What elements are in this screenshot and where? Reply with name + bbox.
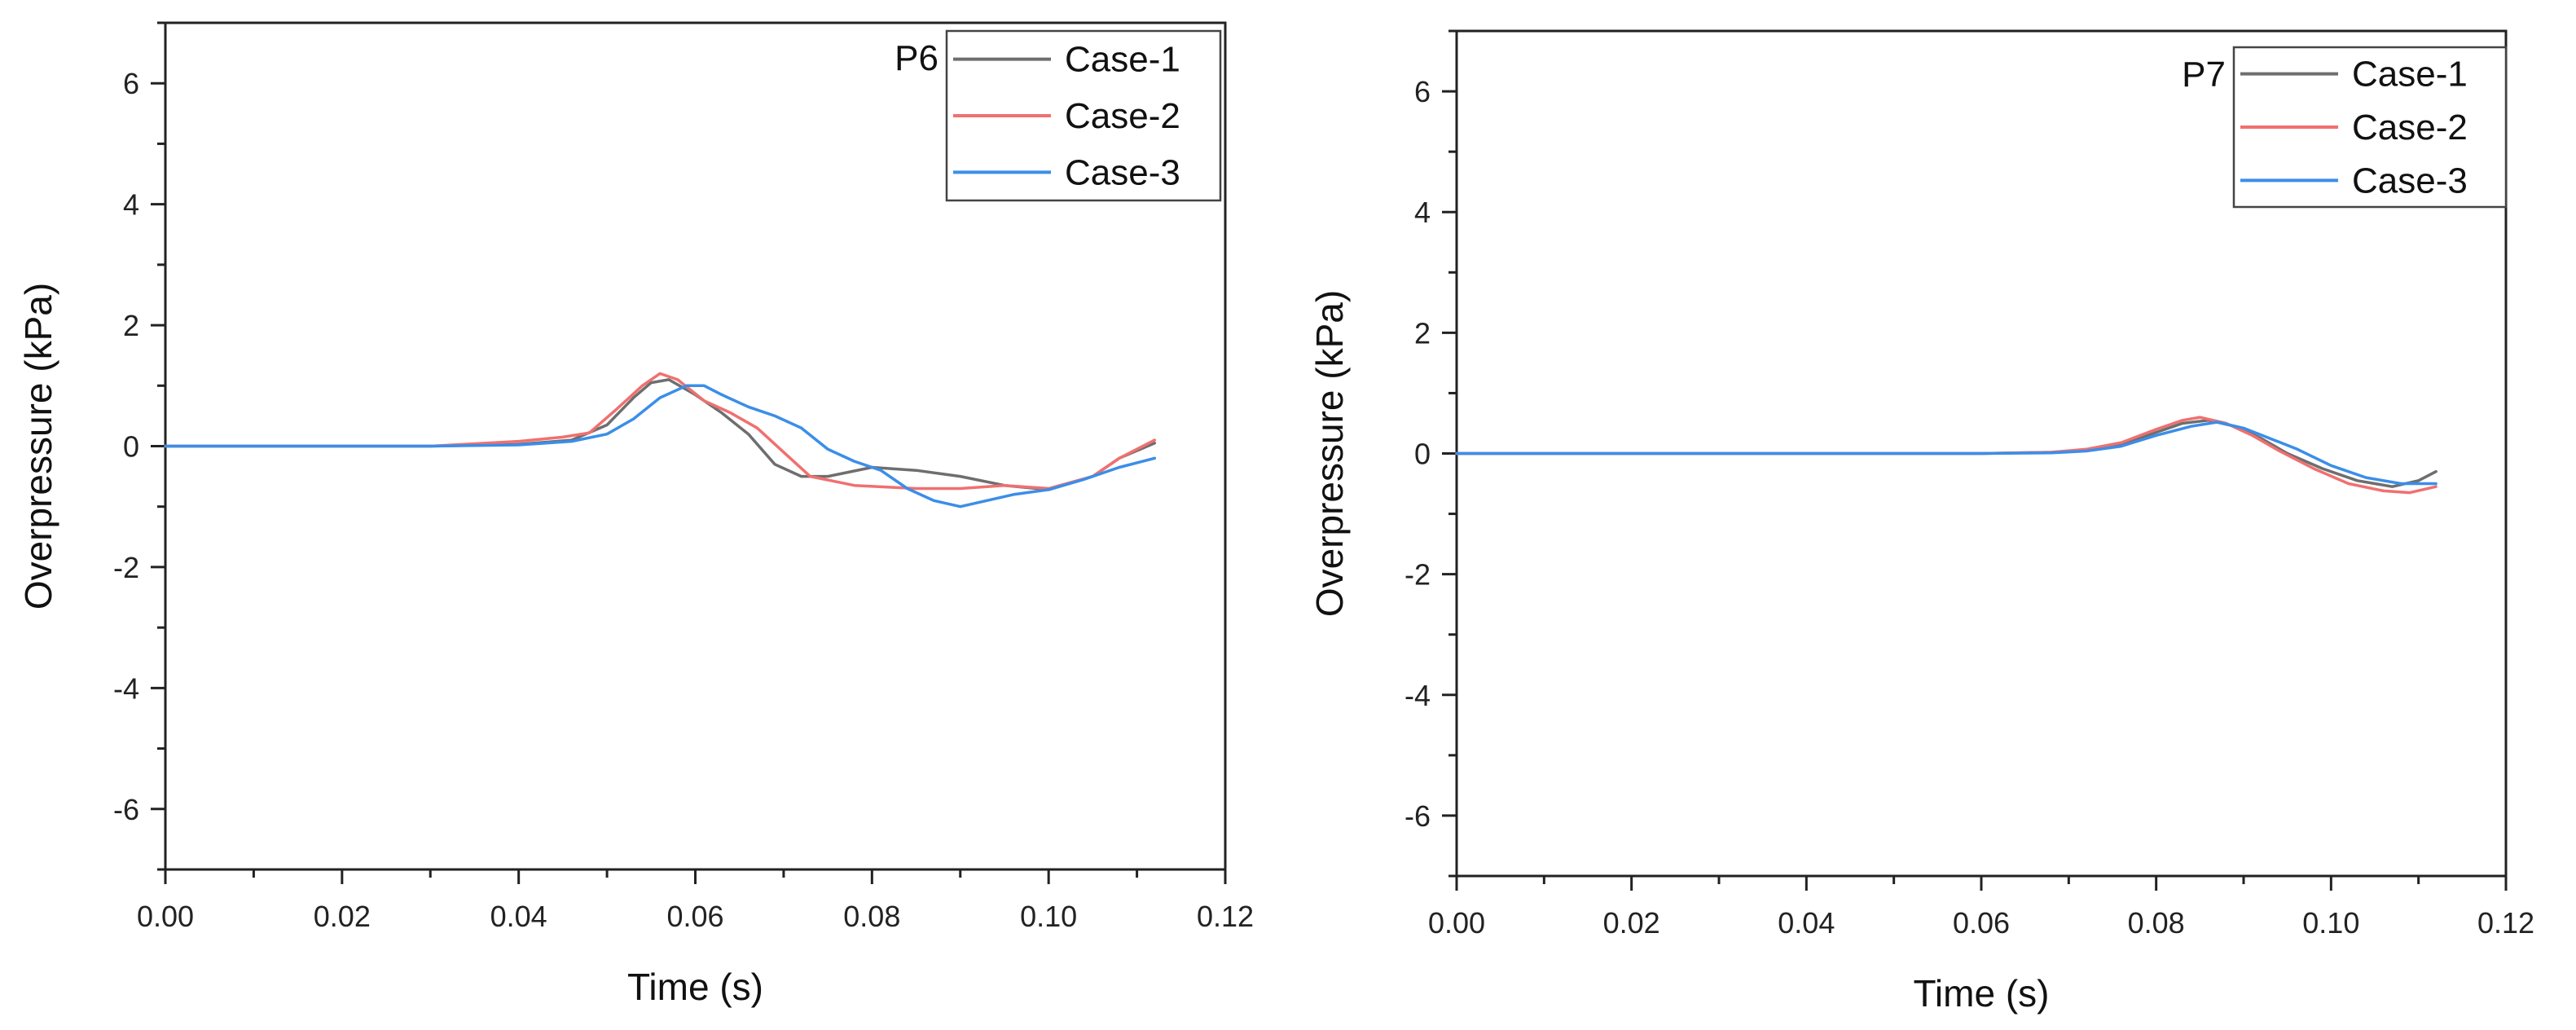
panel-p7-legend-label-case-1: Case-1 <box>2352 55 2468 95</box>
panel-p6-legend-label-case-1: Case-1 <box>1065 40 1180 80</box>
panel-p6-panel-tag: P6 <box>895 38 939 78</box>
chart-panel-p6: 0.00 0.02 0.04 0.06 0.08 0.10 0.12 6 4 2 0 -2 -4 -6 Ti… <box>17 21 1254 1008</box>
panel-p7-y-tick-label: 6 <box>1414 75 1431 108</box>
panel-p6-y-tick-label: 4 <box>123 188 139 222</box>
panel-p7-y-tick-label: 0 <box>1414 438 1431 471</box>
panel-p7-y-tick-label: 4 <box>1414 196 1431 229</box>
panel-p7-y-tick-label: -4 <box>1404 679 1431 712</box>
panel-p6-legend-label-case-2: Case-2 <box>1065 96 1180 136</box>
panel-p6-x-tick-label: 0.10 <box>1020 900 1077 933</box>
panel-p6-y-axis-title: Overpressure (kPa) <box>17 283 59 610</box>
panel-p6-x-tick-label: 0.02 <box>314 900 371 933</box>
panel-p7-legend-label-case-3: Case-3 <box>2352 161 2468 200</box>
panel-p7-y-tick-label: 2 <box>1414 316 1431 350</box>
panel-p6-x-tick-label: 0.12 <box>1197 900 1254 933</box>
panel-p7-panel-tag: P7 <box>2182 55 2226 95</box>
panel-p7-x-tick-label: 0.08 <box>2128 906 2185 940</box>
panel-p7-x-tick-label: 0.10 <box>2302 906 2359 940</box>
panel-p7-x-tick-label: 0.04 <box>1778 906 1835 940</box>
panel-p7-legend-label-case-2: Case-2 <box>2352 108 2468 147</box>
panel-p6-series-case-2-line <box>164 372 1157 491</box>
panel-p7-x-tick-label: 0.00 <box>1428 906 1485 940</box>
panel-p6-y-tick-label: 6 <box>123 67 139 100</box>
panel-p7-x-tick-label: 0.02 <box>1603 906 1660 940</box>
panel-p7-y-tick-label: -2 <box>1404 558 1431 592</box>
panel-p7-x-axis-title: Time (s) <box>1914 972 2050 1015</box>
panel-p6-series-case-3-line <box>164 384 1157 508</box>
panel-p6-x-tick-label: 0.06 <box>666 900 723 933</box>
panel-p6-y-tick-label: -4 <box>113 671 139 705</box>
panel-p6-x-tick-label: 0.04 <box>490 900 547 933</box>
panel-p6-x-tick-label: 0.08 <box>843 900 900 933</box>
panel-p6-y-tick-label: -2 <box>113 551 139 584</box>
chart-panel-p7: 0.00 0.02 0.04 0.06 0.08 0.10 0.12 6 4 2 0 -2 -4 -6 Ti… <box>1308 29 2534 1015</box>
panel-p7-y-axis-title: Overpressure (kPa) <box>1308 290 1351 617</box>
panel-p6-y-tick-label: -6 <box>113 793 139 826</box>
panel-p7-series-case-3-line <box>1455 420 2438 486</box>
panel-p7-y-tick-label: -6 <box>1404 799 1431 833</box>
panel-p6-y-tick-label: 0 <box>123 430 139 464</box>
panel-p6-x-tick-label: 0.00 <box>137 900 194 933</box>
panel-p7-x-tick-label: 0.06 <box>1953 906 2010 940</box>
panel-p6-x-axis-title: Time (s) <box>627 966 763 1008</box>
panel-p6-y-tick-label: 2 <box>123 309 139 342</box>
panel-p7-x-tick-label: 0.12 <box>2477 906 2534 940</box>
panel-p6-legend-label-case-3: Case-3 <box>1065 152 1180 192</box>
